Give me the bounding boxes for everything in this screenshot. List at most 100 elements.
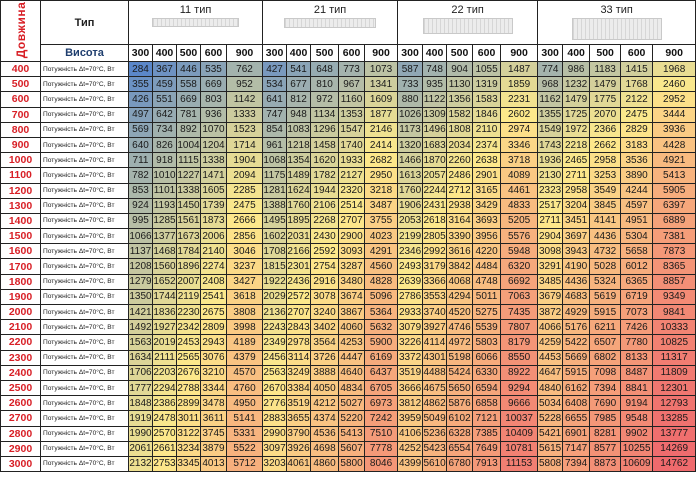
power-value: 3998 — [225, 319, 264, 336]
row-label: Потужність Δt=70°С, Вт — [40, 60, 129, 78]
power-value: 5619 — [589, 288, 622, 306]
power-value: 5331 — [225, 425, 264, 442]
power-value: 541 — [286, 60, 312, 78]
power-value: 2676 — [176, 364, 201, 381]
power-value: 3165 — [472, 182, 502, 199]
power-value: 2111 — [152, 349, 177, 366]
power-value: 1026 — [397, 106, 424, 123]
power-value: 2061 — [128, 440, 153, 457]
power-value: 4399 — [397, 455, 424, 473]
power-value: 1122 — [422, 91, 448, 108]
power-value: 1605 — [200, 182, 227, 199]
power-value: 4698 — [310, 440, 340, 457]
power-value: 6320 — [500, 258, 539, 275]
power-value: 1070 — [200, 121, 227, 138]
power-value: 1495 — [262, 212, 288, 230]
length-value: 1200 — [0, 182, 41, 199]
power-value: 10409 — [500, 425, 539, 442]
power-value: 2320 — [338, 182, 366, 199]
power-value: 1906 — [397, 197, 424, 214]
power-value: 3046 — [225, 243, 264, 260]
power-value: 4921 — [652, 152, 697, 169]
row-label: Потужність Δt=70°С, Вт — [40, 258, 129, 275]
power-value: 2243 — [262, 319, 288, 336]
power-value: 5141 — [225, 410, 264, 427]
power-value: 1227 — [176, 167, 201, 184]
table-row: 600 Потужність Δt=70°С, Вт 426 551 669 803 114… — [0, 91, 697, 108]
length-value: 1700 — [0, 258, 41, 275]
power-value: 961 — [262, 136, 288, 154]
power-value: 4106 — [397, 425, 424, 442]
power-value: 1218 — [286, 136, 312, 154]
table-row: 500 Потужність Δt=70°С, Вт 355 459 558 669 952… — [0, 76, 697, 93]
length-value: 400 — [0, 60, 41, 78]
power-value: 711 — [128, 152, 153, 169]
power-value: 1338 — [176, 182, 201, 199]
power-value: 2231 — [500, 91, 539, 108]
group-label: 33 тип — [600, 4, 633, 16]
power-value: 4374 — [310, 410, 340, 427]
power-value: 1134 — [310, 106, 340, 123]
power-value: 1560 — [152, 258, 177, 275]
table-row: 1900 Потужність Δt=70°С, Вт 1350 1744 2119 25… — [0, 288, 697, 306]
row-label: Потужність Δt=70°С, Вт — [40, 91, 129, 108]
power-value: 2788 — [176, 379, 201, 397]
power-value: 4746 — [446, 319, 474, 336]
power-value: 8046 — [364, 455, 399, 473]
length-value: 700 — [0, 106, 41, 123]
power-value: 812 — [286, 91, 312, 108]
power-value: 3936 — [652, 121, 697, 138]
power-value: 826 — [152, 136, 177, 154]
power-value: 2136 — [262, 303, 288, 321]
power-value: 1784 — [176, 243, 201, 260]
power-value: 6397 — [652, 197, 697, 214]
power-value: 4597 — [620, 197, 654, 214]
power-value: 6780 — [446, 455, 474, 473]
power-value: 4253 — [338, 334, 366, 351]
power-value: 669 — [176, 91, 201, 108]
power-value: 2408 — [200, 273, 227, 290]
power-value: 8365 — [652, 258, 697, 275]
power-value: 1609 — [364, 91, 399, 108]
power-value: 6437 — [364, 364, 399, 381]
power-value: 7121 — [472, 410, 502, 427]
power-value: 8281 — [589, 425, 622, 442]
power-value: 641 — [262, 91, 288, 108]
power-value: 3842 — [446, 258, 474, 275]
row-label: Потужність Δt=70°С, Вт — [40, 395, 129, 412]
power-value: 1760 — [397, 182, 424, 199]
height-value: 300 — [537, 44, 564, 62]
row-label: Потужність Δt=70°С, Вт — [40, 243, 129, 260]
power-value: 995 — [128, 212, 153, 230]
power-value: 1115 — [176, 152, 201, 169]
power-value: 1634 — [128, 349, 153, 366]
power-value: 773 — [338, 60, 366, 78]
power-value: 2958 — [562, 182, 591, 199]
power-value: 497 — [128, 106, 153, 123]
power-value: 4068 — [446, 273, 474, 290]
power-value: 1232 — [562, 76, 591, 93]
power-value: 7098 — [589, 364, 622, 381]
row-label: Потужність Δt=70°С, Вт — [40, 455, 129, 473]
power-value: 4640 — [338, 364, 366, 381]
power-value: 4259 — [537, 334, 564, 351]
power-value: 762 — [225, 60, 264, 78]
power-value: 2990 — [262, 425, 288, 442]
power-value: 4828 — [364, 273, 399, 290]
power-value: 3226 — [397, 334, 424, 351]
power-value: 2974 — [500, 121, 539, 138]
power-value: 10255 — [620, 440, 654, 457]
length-value: 2000 — [0, 303, 41, 321]
power-value: 5220 — [338, 410, 366, 427]
power-value: 1927 — [152, 319, 177, 336]
power-value: 4834 — [338, 379, 366, 397]
power-value: 2707 — [286, 303, 312, 321]
power-value: 747 — [262, 106, 288, 123]
table-row: 1300 Потужність Δt=70°С, Вт 924 1193 1450 173… — [0, 197, 697, 214]
power-value: 2034 — [446, 136, 474, 154]
power-value: 854 — [262, 121, 288, 138]
power-value: 4748 — [472, 273, 502, 290]
power-value: 1549 — [537, 121, 564, 138]
power-value: 3674 — [338, 288, 366, 306]
power-value: 2436 — [286, 273, 312, 290]
